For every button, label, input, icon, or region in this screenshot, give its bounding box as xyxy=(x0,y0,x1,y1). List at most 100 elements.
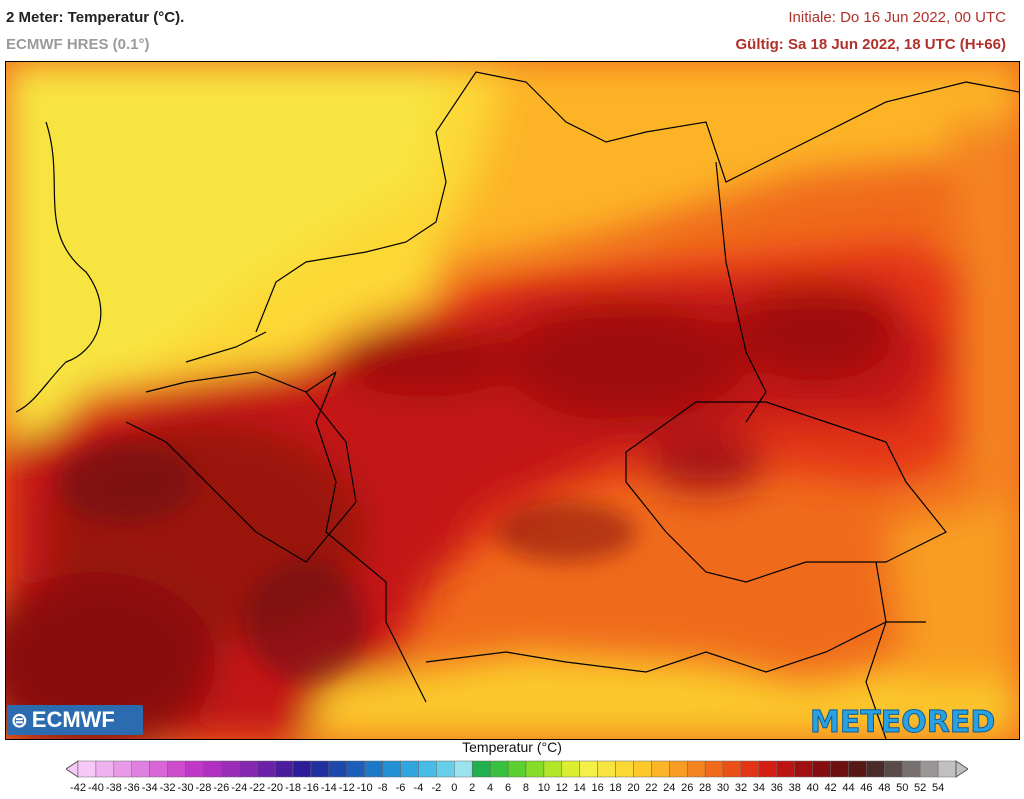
legend-tick-label: 22 xyxy=(645,782,658,794)
legend-min-arrow xyxy=(66,760,79,778)
legend-tick-label: -28 xyxy=(195,782,212,794)
legend-max-arrow xyxy=(955,760,968,778)
legend-swatch xyxy=(310,760,330,778)
legend-swatch xyxy=(597,760,616,778)
legend-swatch xyxy=(436,760,455,778)
legend-swatch xyxy=(830,760,849,778)
legend-tick-label: -38 xyxy=(105,782,122,794)
legend-tick-label: 2 xyxy=(469,782,476,794)
legend-swatch xyxy=(507,760,527,778)
legend-swatch xyxy=(239,760,258,778)
legend-swatch xyxy=(525,760,545,778)
legend-swatch xyxy=(722,760,742,778)
legend-tick-label: -26 xyxy=(213,782,230,794)
legend-swatch xyxy=(901,760,921,778)
legend-swatch xyxy=(848,760,867,778)
legend-tick-label: 38 xyxy=(788,782,801,794)
legend-tick-label: 12 xyxy=(555,782,568,794)
legend-tick-label: 50 xyxy=(896,782,909,794)
legend-swatch xyxy=(937,760,957,778)
legend-swatch xyxy=(866,760,885,778)
legend-swatch xyxy=(185,760,204,778)
temperature-map[interactable] xyxy=(5,61,1020,740)
legend-swatch xyxy=(740,760,760,778)
color-legend xyxy=(66,760,968,778)
legend-swatch xyxy=(651,760,670,778)
legend-tick-label: -24 xyxy=(231,782,248,794)
legend-swatch xyxy=(794,760,813,778)
legend-tick-label: 0 xyxy=(451,782,458,794)
legend-swatch xyxy=(561,760,580,778)
legend-tick-label: -32 xyxy=(159,782,176,794)
legend-tick-label: 30 xyxy=(716,782,730,794)
legend-swatch xyxy=(579,760,598,778)
legend-tick-label: -42 xyxy=(70,782,86,794)
border-lines xyxy=(15,71,1019,739)
model-label: ECMWF HRES (0.1°) xyxy=(6,36,150,53)
legend-swatch xyxy=(328,760,348,778)
legend-tick-label: 32 xyxy=(734,782,748,794)
legend-swatch xyxy=(543,760,563,778)
legend-tick-label: 28 xyxy=(699,782,712,794)
legend-tick-label: -18 xyxy=(285,782,301,794)
legend-tick-label: 42 xyxy=(824,782,837,794)
legend-swatch xyxy=(812,760,831,778)
legend-tick-label: 46 xyxy=(860,782,873,794)
legend-swatch xyxy=(364,760,383,778)
legend-swatch xyxy=(776,760,795,778)
legend-tick-label: 34 xyxy=(752,782,766,794)
legend-tick-label: -10 xyxy=(356,782,373,794)
legend-swatch xyxy=(633,760,652,778)
ecmwf-logo: ⊜ ECMWF xyxy=(7,705,143,735)
legend-tick-label: -22 xyxy=(249,782,266,794)
legend-tick-label: -2 xyxy=(431,782,442,794)
legend-tick-label: -14 xyxy=(320,782,337,794)
legend-tick-label: -4 xyxy=(413,782,424,794)
legend-swatch xyxy=(686,760,706,778)
legend-tick-label: 20 xyxy=(627,782,640,794)
meteored-logo: METEORED xyxy=(809,705,996,741)
legend-tick-label: 24 xyxy=(663,782,676,794)
valid-time: Gültig: Sa 18 Jun 2022, 18 UTC (H+66) xyxy=(735,36,1006,53)
ecmwf-mark-icon: ⊜ xyxy=(11,709,28,732)
legend-swatch xyxy=(167,760,186,778)
legend-swatch xyxy=(489,760,509,778)
legend-tick-label: 48 xyxy=(878,782,891,794)
ecmwf-logo-text: ECMWF xyxy=(31,707,115,732)
legend-tick-label: 16 xyxy=(591,782,604,794)
legend-swatch xyxy=(149,760,168,778)
legend-tick-label: 14 xyxy=(573,782,586,794)
legend-swatch xyxy=(382,760,401,778)
legend-labels: -42 -40 -38 -36 -34 -32 -30 -28 -26 -24 -22 -20 -18-… xyxy=(66,782,968,798)
legend-swatch xyxy=(346,760,365,778)
legend-tick-label: -34 xyxy=(141,782,158,794)
legend-swatch xyxy=(669,760,688,778)
temperature-field xyxy=(6,62,1019,739)
legend-swatch xyxy=(221,760,240,778)
legend-swatch xyxy=(704,760,724,778)
legend-tick-label: -6 xyxy=(395,782,406,794)
legend-title: Temperatur (°C) xyxy=(462,739,562,755)
legend-tick-label: -36 xyxy=(123,782,140,794)
legend-swatch xyxy=(471,760,491,778)
legend-tick-label: 52 xyxy=(914,782,927,794)
legend-swatch xyxy=(454,760,473,778)
legend-tick-label: -8 xyxy=(377,782,388,794)
legend-tick-label: 10 xyxy=(537,782,550,794)
legend-swatch xyxy=(615,760,634,778)
legend-swatch xyxy=(256,760,276,778)
legend-swatch xyxy=(274,760,294,778)
legend-swatch xyxy=(292,760,312,778)
legend-tick-label: -20 xyxy=(267,782,284,794)
legend-tick-label: 18 xyxy=(609,782,622,794)
legend-tick-label: -12 xyxy=(338,782,355,794)
legend-tick-label: 40 xyxy=(806,782,819,794)
legend-swatch xyxy=(113,760,133,778)
legend-tick-label: -40 xyxy=(87,782,104,794)
legend-tick-label: 26 xyxy=(681,782,694,794)
legend-tick-label: -16 xyxy=(302,782,319,794)
init-time: Initiale: Do 16 Jun 2022, 00 UTC xyxy=(788,9,1006,26)
legend-swatch xyxy=(95,760,115,778)
legend-tick-label: 4 xyxy=(487,782,494,794)
legend-tick-label: 6 xyxy=(504,782,512,794)
